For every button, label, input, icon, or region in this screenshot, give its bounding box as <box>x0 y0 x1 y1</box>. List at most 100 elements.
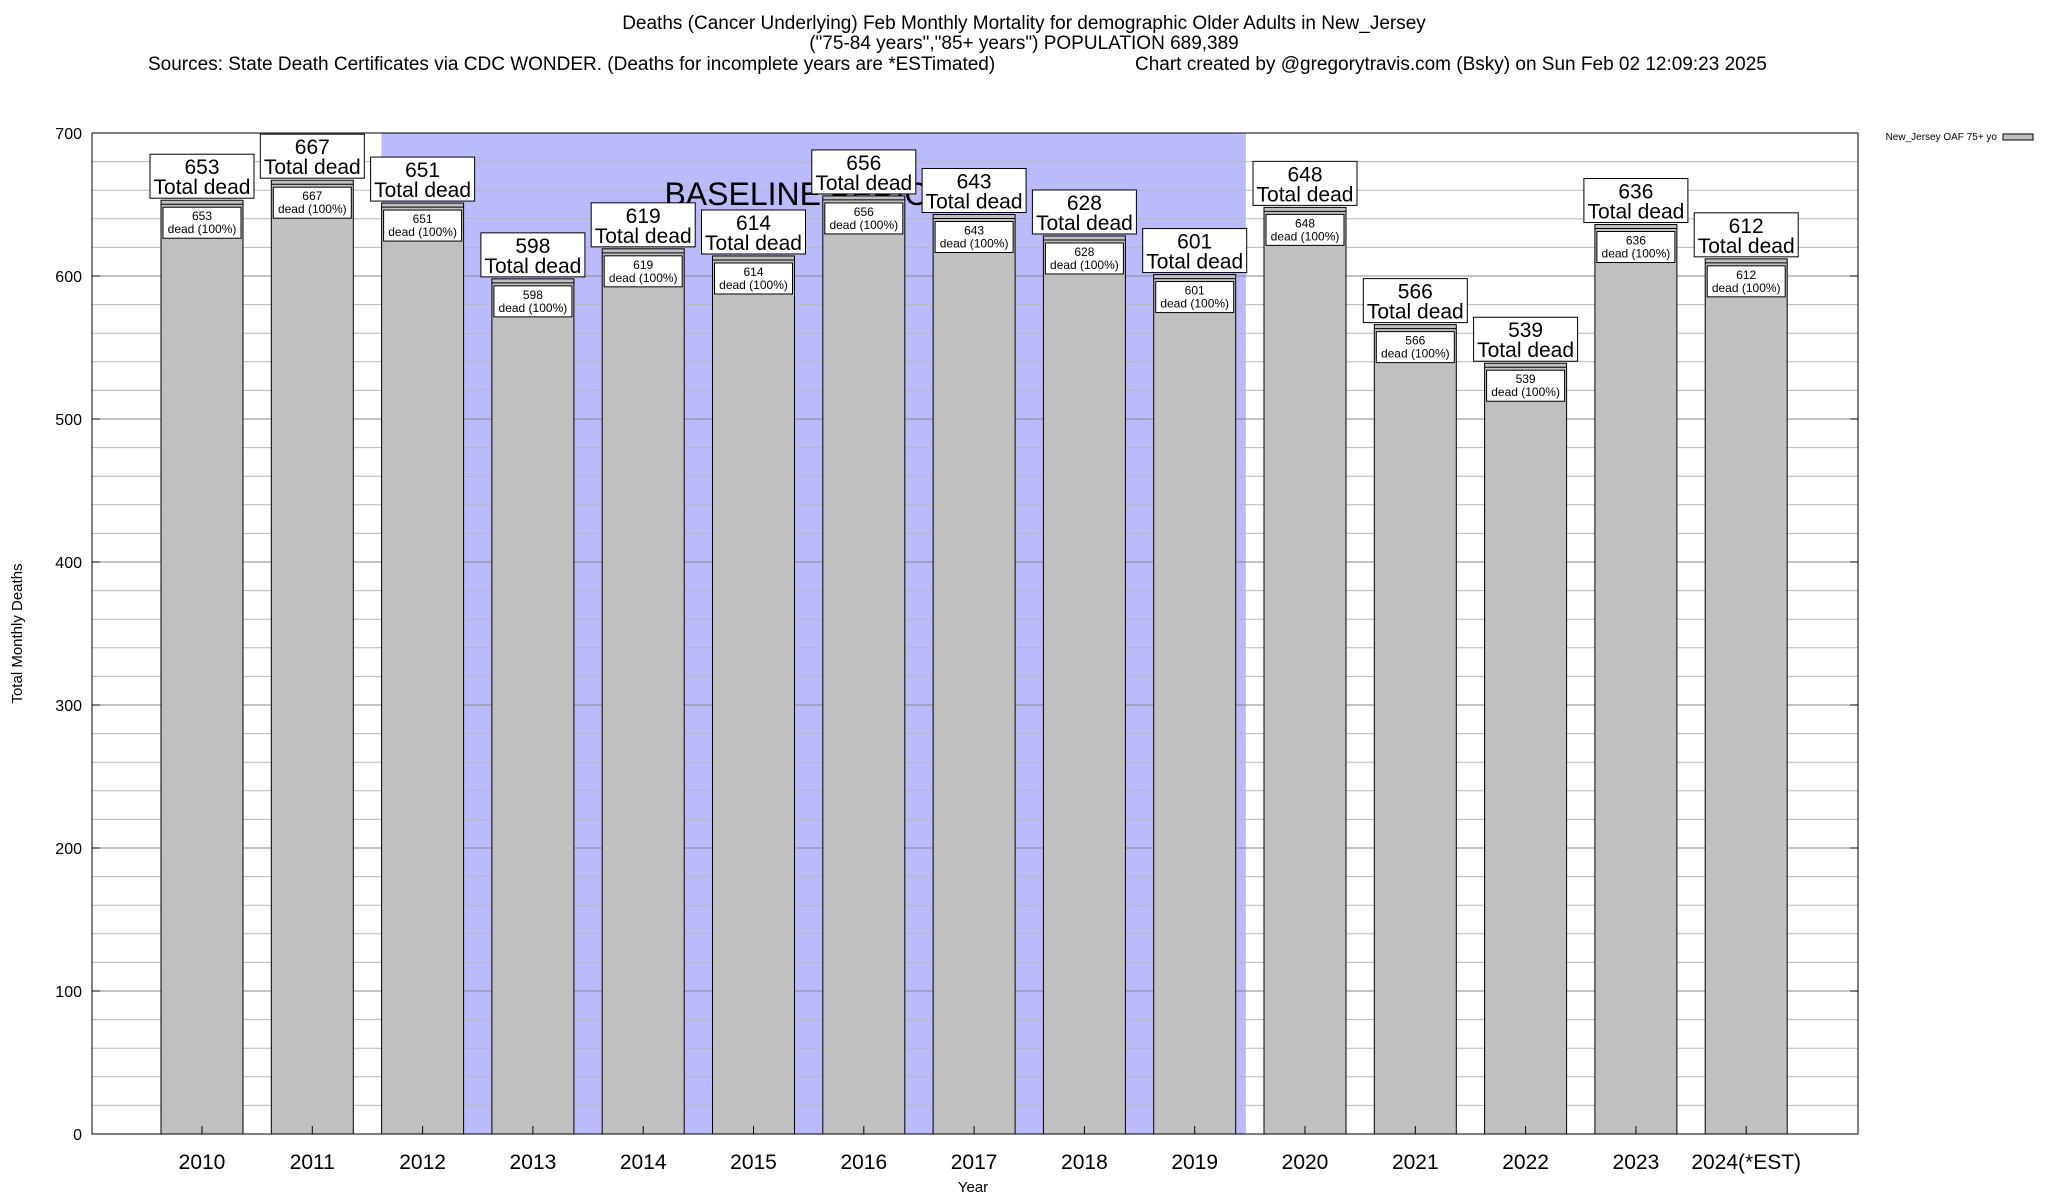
chart-header: Deaths (Cancer Underlying) Feb Monthly M… <box>0 14 2048 54</box>
bar <box>491 278 575 1135</box>
total-value-label: 667 <box>295 136 330 159</box>
inner-value-label: 667 <box>302 189 322 203</box>
inner-value-label: 539 <box>1516 372 1536 386</box>
inner-label-box <box>162 206 242 239</box>
inner-percent-label: dead (100%) <box>168 222 237 236</box>
inner-value-label: 628 <box>1074 245 1094 259</box>
total-value-label: 656 <box>846 152 881 175</box>
total-label-box <box>1473 316 1579 362</box>
x-tick-label: 2015 <box>730 1151 777 1174</box>
total-label-box <box>1693 212 1799 258</box>
total-label-box <box>811 149 917 195</box>
total-label-box <box>1362 278 1468 324</box>
total-value-label: 643 <box>957 171 992 194</box>
inner-value-label: 601 <box>1185 284 1205 298</box>
inner-value-label: 598 <box>523 288 543 302</box>
x-tick-label: 2022 <box>1502 1151 1549 1174</box>
inner-label-box <box>824 202 904 235</box>
inner-value-label: 636 <box>1626 234 1646 248</box>
bar <box>1704 258 1788 1135</box>
inner-label-box <box>272 186 352 219</box>
inner-percent-label: dead (100%) <box>719 278 788 292</box>
inner-percent-label: dead (100%) <box>1050 258 1119 272</box>
total-value-label: 648 <box>1287 163 1322 186</box>
plot-frame <box>91 132 1859 1135</box>
inner-percent-label: dead (100%) <box>1381 347 1450 361</box>
total-value-label: 619 <box>626 205 661 228</box>
inner-label-box <box>603 255 683 288</box>
total-dead-label: Total dead <box>1367 301 1464 324</box>
inner-value-label: 619 <box>633 258 653 272</box>
legend-swatch <box>2002 133 2034 141</box>
x-tick-label: 2010 <box>179 1151 226 1174</box>
bar <box>712 255 795 1135</box>
total-label-box <box>149 153 255 199</box>
total-dead-label: Total dead <box>1477 339 1574 362</box>
bar <box>932 214 1016 1135</box>
x-tick-label: 2012 <box>399 1151 446 1174</box>
total-dead-label: Total dead <box>484 255 581 278</box>
inner-label-box <box>714 262 793 295</box>
x-tick-label: 2017 <box>951 1151 998 1174</box>
total-label-box <box>1031 189 1137 235</box>
inner-value-label: 612 <box>1736 268 1756 282</box>
inner-percent-label: dead (100%) <box>499 301 568 315</box>
bar <box>1042 235 1126 1135</box>
total-value-label: 612 <box>1729 215 1764 238</box>
y-tick-label: 700 <box>55 126 82 143</box>
total-value-label: 601 <box>1177 231 1212 254</box>
inner-value-label: 643 <box>964 224 984 238</box>
total-value-label: 636 <box>1618 181 1653 204</box>
inner-label-box <box>934 221 1014 254</box>
chart-subtitle: ("75-84 years","85+ years") POPULATION 6… <box>809 33 1239 54</box>
total-dead-label: Total dead <box>154 176 251 199</box>
total-value-label: 651 <box>405 159 440 182</box>
inner-label-box <box>1486 369 1566 402</box>
inner-value-label: 656 <box>854 205 874 219</box>
inner-label-box <box>1706 265 1786 298</box>
total-label-box <box>259 133 365 179</box>
x-tick-label: 2021 <box>1392 1151 1439 1174</box>
total-dead-label: Total dead <box>1698 235 1795 258</box>
inner-percent-label: dead (100%) <box>388 225 457 239</box>
chart-title: Deaths (Cancer Underlying) Feb Monthly M… <box>622 13 1426 34</box>
y-tick-label: 600 <box>55 269 82 286</box>
total-label-box <box>1583 178 1689 224</box>
total-dead-label: Total dead <box>1257 183 1354 206</box>
x-tick-label: 2018 <box>1061 1151 1108 1174</box>
total-label-box <box>1252 160 1358 206</box>
y-tick-label: 300 <box>55 698 82 715</box>
inner-percent-label: dead (100%) <box>1712 281 1781 295</box>
inner-value-label: 653 <box>192 209 212 223</box>
inner-percent-label: dead (100%) <box>1271 229 1340 243</box>
total-label-box <box>701 209 806 255</box>
bar <box>822 195 906 1135</box>
inner-percent-label: dead (100%) <box>1160 297 1229 311</box>
x-tick-label: 2011 <box>290 1151 335 1174</box>
inner-label-box <box>383 209 463 242</box>
total-dead-label: Total dead <box>595 225 692 248</box>
inner-percent-label: dead (100%) <box>829 218 898 232</box>
bar <box>270 179 354 1135</box>
x-axis-title: Year <box>958 1179 988 1196</box>
bar <box>601 248 685 1135</box>
y-tick-label: 500 <box>55 412 82 429</box>
bar <box>381 202 465 1135</box>
bar <box>1153 274 1237 1135</box>
y-axis-title: Total Monthly Deaths <box>9 563 26 703</box>
inner-label-box <box>1375 331 1455 364</box>
total-dead-label: Total dead <box>926 191 1023 214</box>
total-dead-label: Total dead <box>264 156 361 179</box>
inner-value-label: 651 <box>413 212 433 226</box>
inner-percent-label: dead (100%) <box>1491 385 1560 399</box>
inner-label-box <box>1596 231 1676 264</box>
bar <box>1484 362 1568 1135</box>
x-tick-label: 2019 <box>1171 1151 1218 1174</box>
total-dead-label: Total dead <box>1036 212 1133 235</box>
x-tick-label: 2014 <box>620 1151 667 1174</box>
inner-value-label: 648 <box>1295 216 1315 230</box>
inner-label-box <box>493 285 573 318</box>
total-dead-label: Total dead <box>1146 251 1243 274</box>
y-tick-label: 0 <box>73 1127 82 1144</box>
